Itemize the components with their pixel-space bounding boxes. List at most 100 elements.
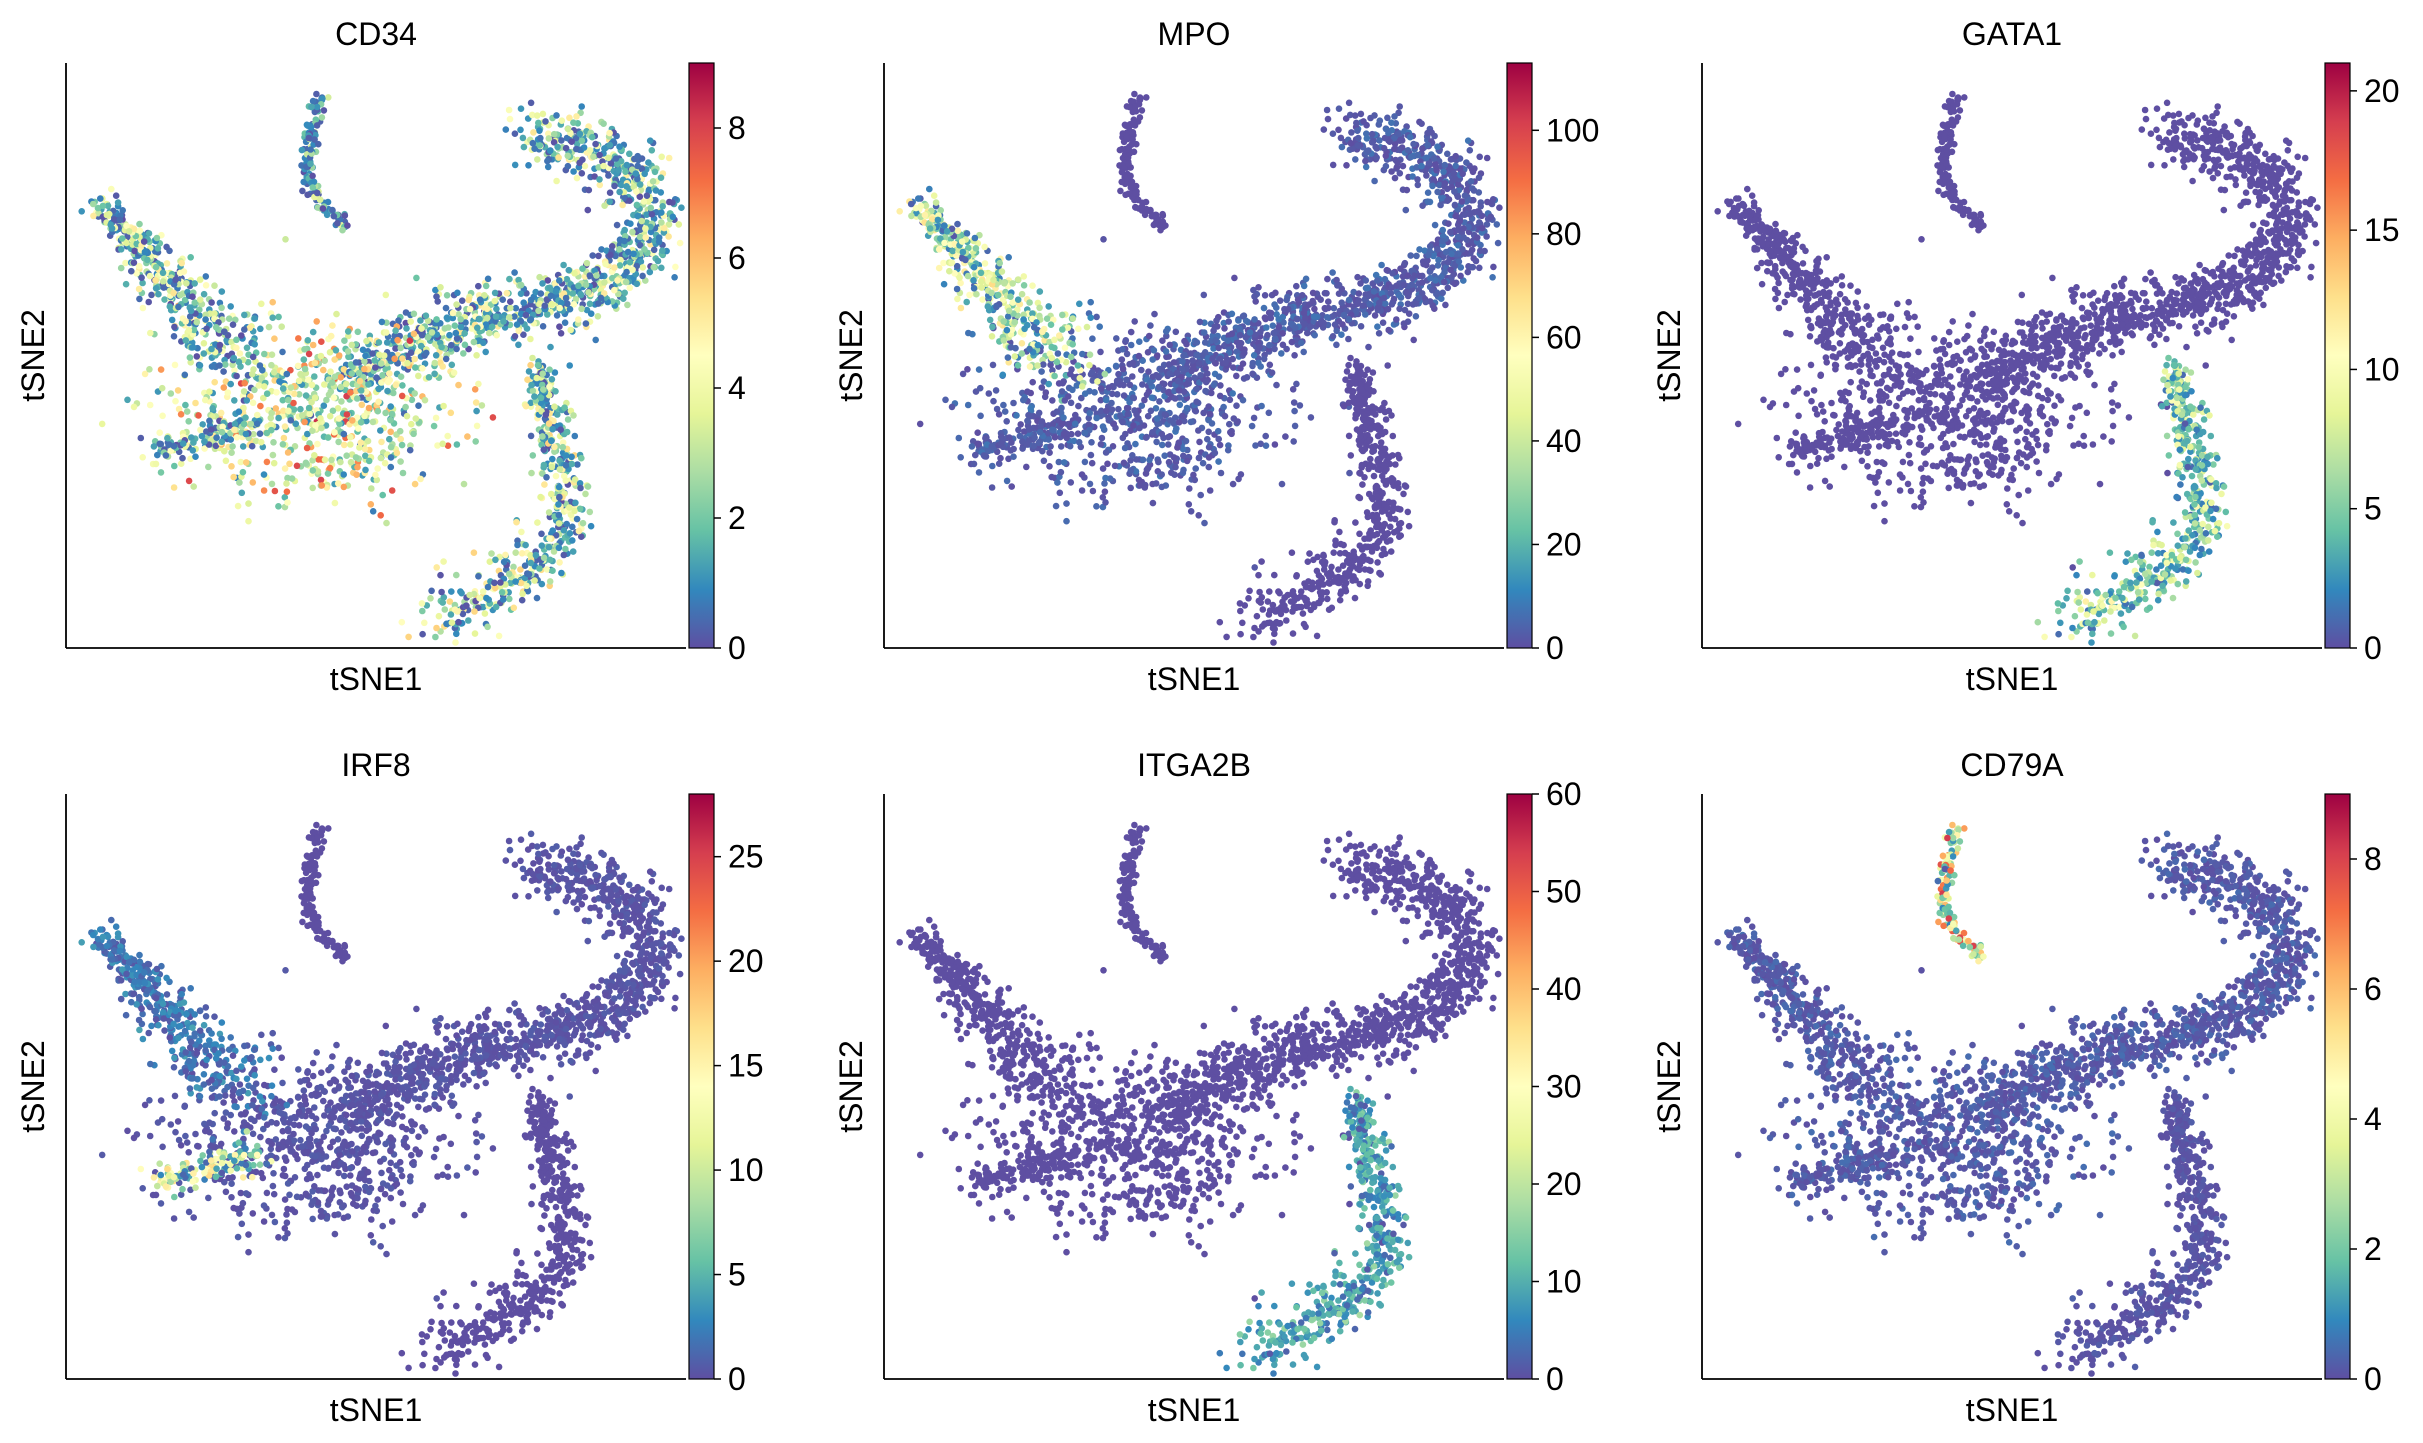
- cell-point: [1197, 491, 1204, 499]
- cell-point: [1376, 117, 1384, 124]
- cell-point: [406, 446, 414, 454]
- cell-point: [659, 203, 666, 210]
- cell-point: [112, 192, 120, 199]
- cell-point: [145, 230, 153, 237]
- cell-point: [646, 137, 654, 144]
- cell-point: [432, 633, 439, 641]
- cell-point: [179, 454, 186, 462]
- cell-point: [450, 369, 458, 377]
- cell-point: [529, 139, 537, 147]
- cell-point: [1057, 468, 1065, 476]
- cell-point: [577, 291, 585, 299]
- cell-point: [1412, 313, 1420, 320]
- cell-point: [1352, 156, 1359, 163]
- cell-point: [623, 268, 630, 276]
- cell-point: [555, 520, 563, 527]
- cell-point: [1126, 381, 1134, 389]
- cell-point: [186, 354, 194, 361]
- cell-point: [1150, 347, 1158, 354]
- cell-point: [1434, 188, 1441, 196]
- cell-point: [1235, 475, 1242, 483]
- cell-point: [463, 602, 470, 609]
- cell-point: [556, 466, 564, 473]
- cell-point: [295, 335, 302, 342]
- cell-point: [287, 384, 295, 391]
- cell-point: [548, 463, 556, 471]
- cell-point: [229, 443, 236, 450]
- cell-point: [606, 189, 614, 196]
- cell-point: [240, 420, 248, 428]
- cell-point: [1391, 145, 1398, 153]
- cell-point: [1087, 451, 1095, 459]
- cell-point: [1113, 335, 1120, 342]
- cell-point: [340, 430, 348, 438]
- cell-point: [417, 317, 424, 324]
- cell-point: [1345, 335, 1352, 343]
- cell-point: [162, 452, 170, 459]
- cell-point: [1432, 277, 1439, 284]
- cell-point: [1086, 480, 1094, 488]
- cell-point: [1452, 162, 1459, 170]
- cell-point: [1001, 408, 1009, 415]
- cell-point: [411, 390, 419, 397]
- cell-point: [1348, 129, 1355, 136]
- cell-point: [964, 401, 972, 409]
- cell-point: [1079, 350, 1086, 358]
- cell-point: [566, 362, 573, 369]
- cell-point: [548, 300, 555, 308]
- cell-point: [1382, 152, 1390, 160]
- cell-point: [233, 336, 240, 344]
- cell-point: [227, 303, 234, 310]
- cell-point: [1447, 266, 1454, 274]
- cell-point: [177, 460, 185, 468]
- cell-point: [1460, 234, 1467, 241]
- cell-point: [354, 328, 362, 336]
- cell-point: [122, 280, 130, 288]
- cell-point: [1196, 318, 1204, 326]
- cell-point: [1127, 467, 1135, 474]
- cell-point: [448, 361, 456, 369]
- cell-point: [257, 402, 264, 410]
- cell-point: [1384, 362, 1391, 369]
- cell-point: [297, 405, 304, 413]
- cell-point: [171, 462, 178, 470]
- cell-point: [1043, 315, 1051, 323]
- cell-point: [553, 112, 560, 119]
- cell-point: [621, 237, 628, 245]
- cell-point: [495, 632, 503, 640]
- cell-point: [638, 217, 645, 225]
- cell-point: [520, 331, 527, 339]
- cell-point: [1272, 289, 1279, 297]
- cell-point: [340, 483, 348, 491]
- cell-point: [353, 471, 360, 479]
- cell-point: [678, 204, 685, 211]
- cell-point: [279, 385, 287, 392]
- cell-point: [1190, 471, 1197, 479]
- cell-point: [1452, 152, 1459, 160]
- cell-point: [347, 458, 355, 466]
- cell-point: [1129, 394, 1137, 402]
- cell-point: [519, 590, 526, 598]
- cell-point: [1063, 500, 1070, 507]
- cell-point: [1255, 284, 1262, 291]
- cell-point: [295, 377, 303, 385]
- cell-point: [568, 138, 575, 145]
- cell-point: [540, 446, 548, 454]
- cell-point: [470, 338, 478, 346]
- cell-point: [1335, 290, 1343, 298]
- cell-point: [1396, 305, 1403, 313]
- cell-point: [1337, 134, 1345, 142]
- cell-point: [1478, 224, 1486, 232]
- cell-point: [324, 434, 332, 441]
- cell-point: [1444, 284, 1452, 292]
- cell-point: [540, 386, 547, 393]
- cell-point: [451, 322, 459, 330]
- cell-point: [1239, 396, 1247, 404]
- cell-point: [382, 291, 390, 299]
- cell-point: [1440, 278, 1448, 286]
- cell-point: [1175, 419, 1183, 426]
- cell-point: [528, 381, 535, 389]
- cell-point: [318, 424, 325, 432]
- cell-point: [650, 246, 658, 254]
- cell-point: [1296, 402, 1304, 409]
